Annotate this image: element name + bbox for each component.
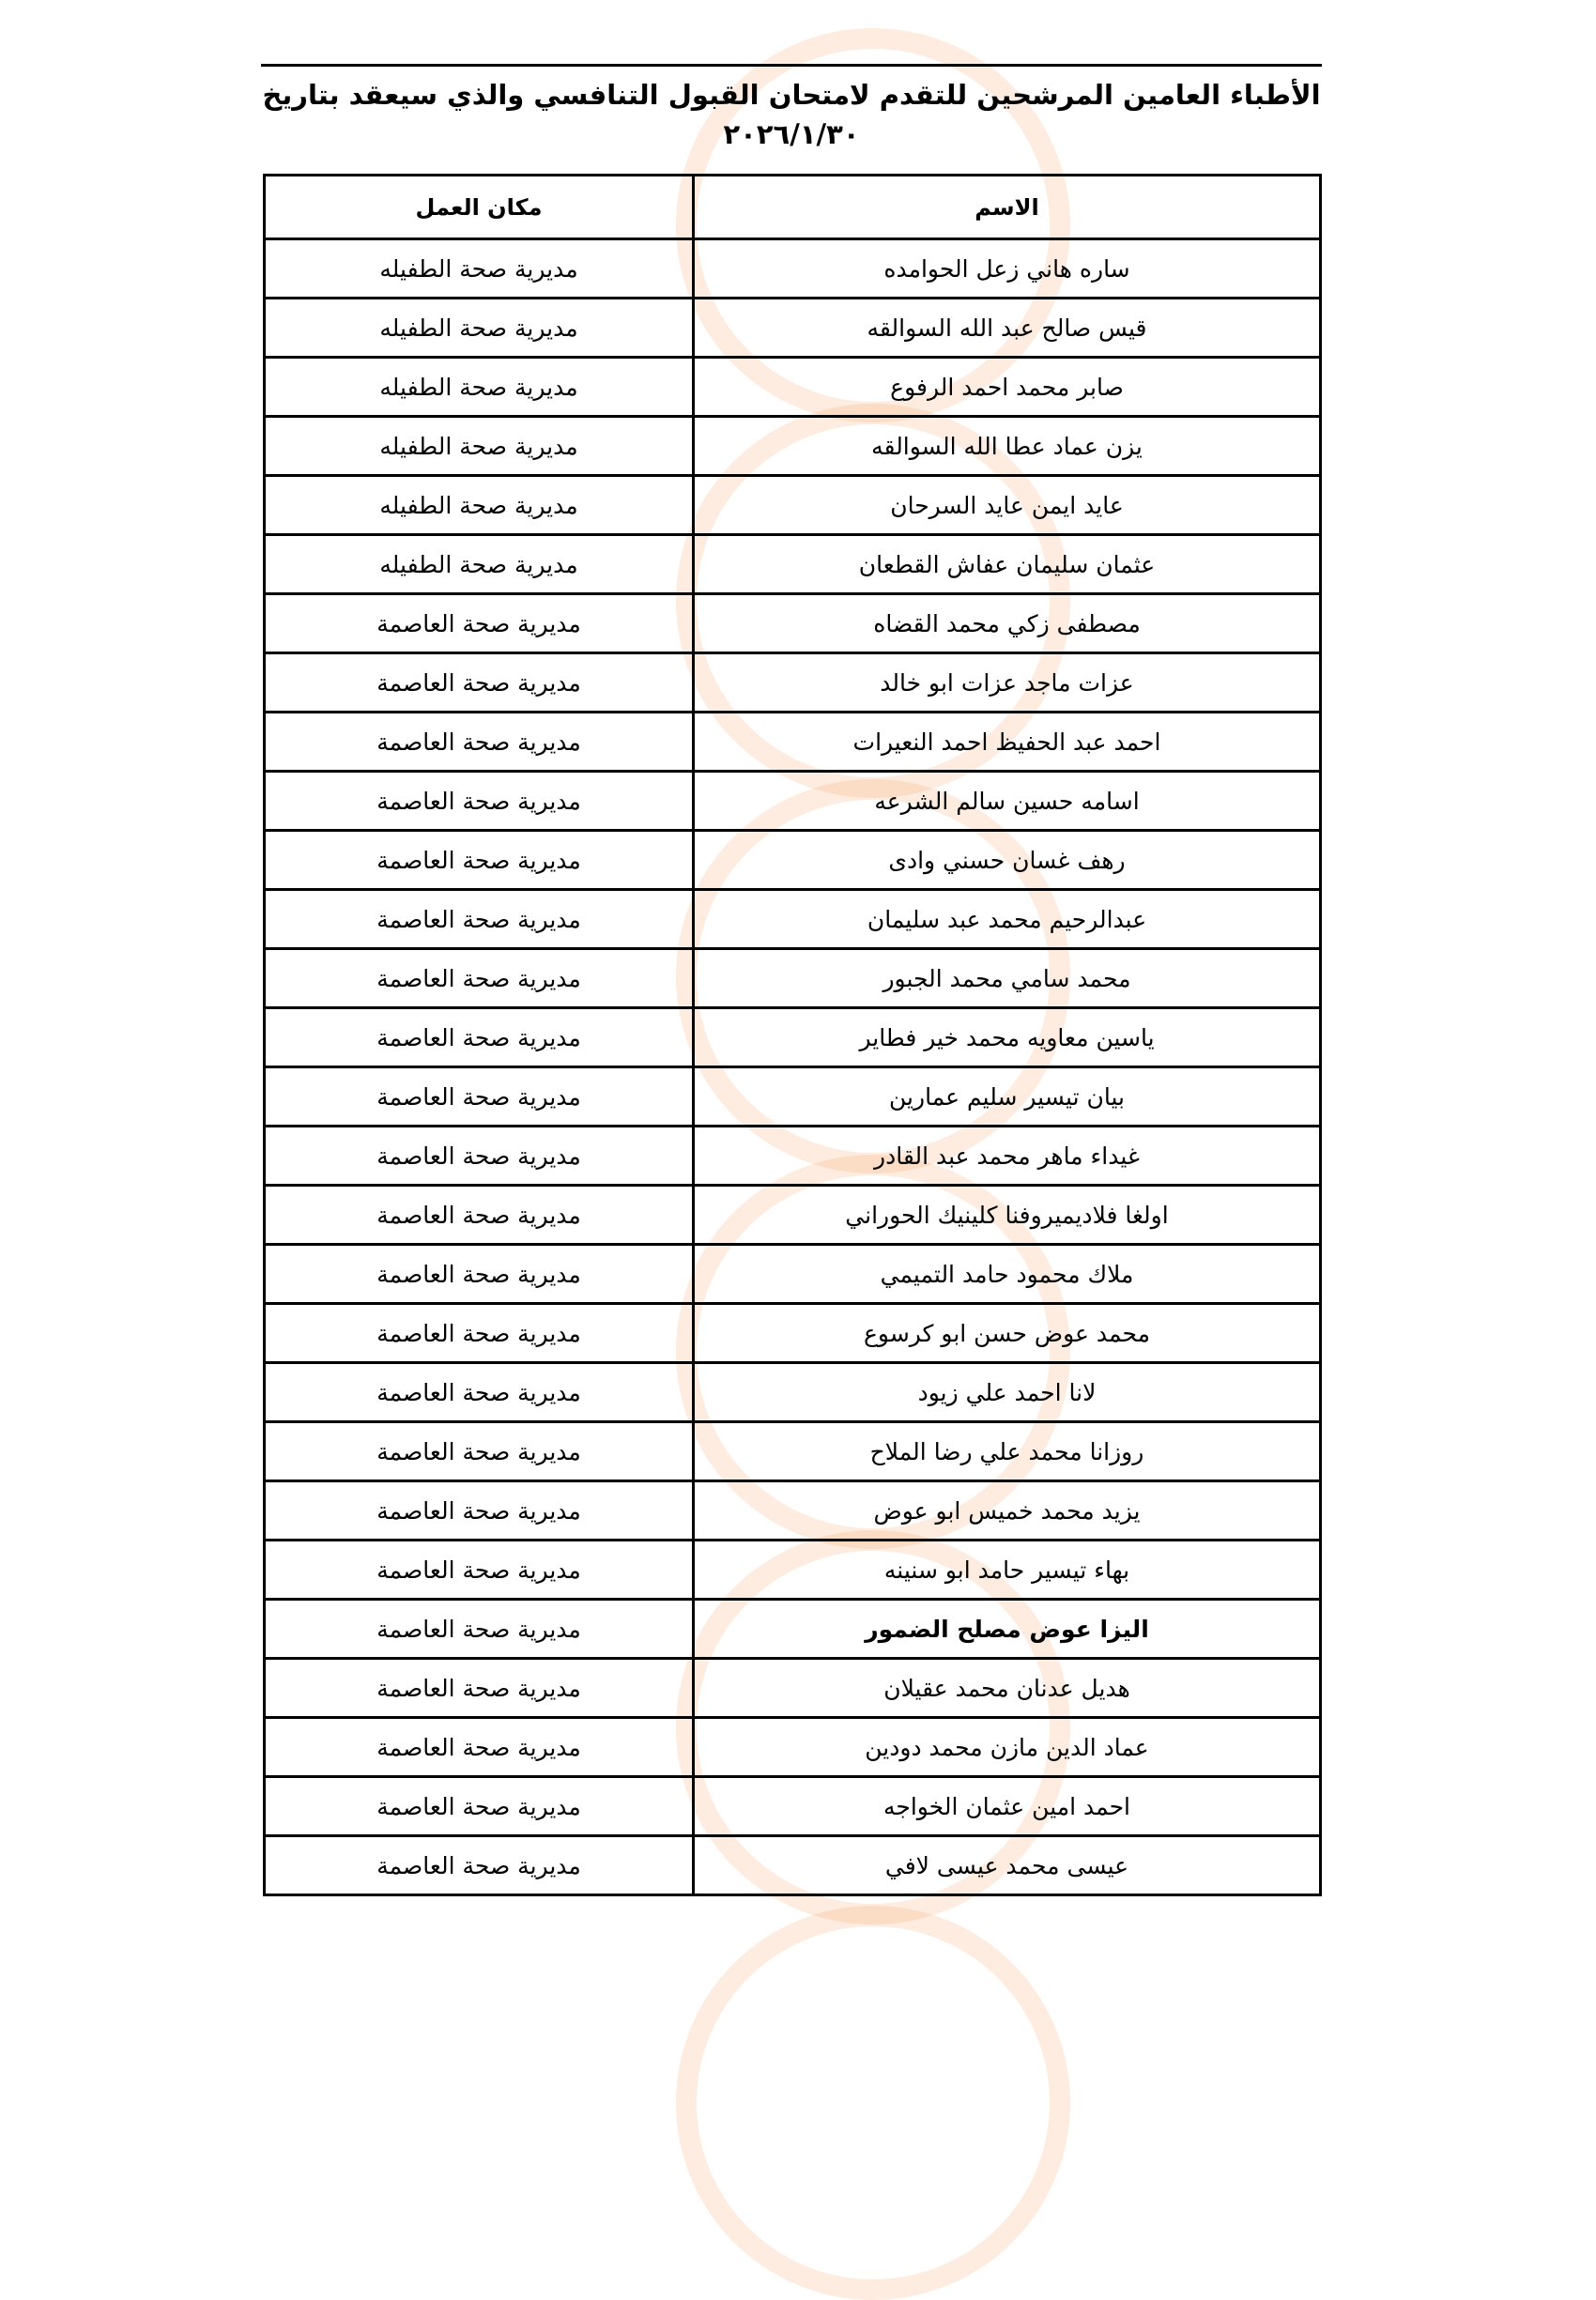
table-row: رهف غسان حسني وادى مديرية صحة العاصمة bbox=[263, 829, 1322, 891]
candidates-table: الاسم مكان العمل ساره هاني زعل الحوامده م… bbox=[263, 174, 1322, 1896]
table-row: مصطفى زكي محمد القضاه مديرية صحة العاصمة bbox=[263, 592, 1322, 654]
table-row: ياسين معاويه محمد خير فطاير مديرية صحة ال… bbox=[263, 1006, 1322, 1068]
document-date: ٢٠٢٦/١/٣٠ bbox=[723, 118, 860, 150]
cell-workplace: مديرية صحة العاصمة bbox=[263, 592, 695, 654]
table-row: اسامه حسين سالم الشرعه مديرية صحة العاصمة bbox=[263, 770, 1322, 832]
table-row: عماد الدين مازن محمد دودين مديرية صحة الع… bbox=[263, 1716, 1322, 1778]
cell-name: صابر محمد احمد الرفوع bbox=[692, 356, 1322, 418]
cell-name: عثمان سليمان عفاش القطعان bbox=[692, 533, 1322, 595]
table-row: بيان تيسير سليم عمارين مديرية صحة العاصمة bbox=[263, 1066, 1322, 1127]
cell-workplace: مديرية صحة العاصمة bbox=[263, 1480, 695, 1541]
cell-workplace: مديرية صحة العاصمة bbox=[263, 1657, 695, 1719]
header-name: الاسم bbox=[692, 174, 1322, 240]
cell-name: محمد عوض حسن ابو كرسوع bbox=[692, 1302, 1322, 1364]
table-row: روزانا محمد علي رضا الملاح مديرية صحة الع… bbox=[263, 1420, 1322, 1482]
table-header-row: الاسم مكان العمل bbox=[263, 174, 1322, 240]
cell-name: ملاك محمود حامد التميمي bbox=[692, 1243, 1322, 1305]
document-title: الأطباء العامين المرشحين للتقدم لامتحان … bbox=[262, 79, 1321, 111]
cell-name: ساره هاني زعل الحوامده bbox=[692, 238, 1322, 299]
table-row: عبدالرحيم محمد عبد سليمان مديرية صحة العا… bbox=[263, 888, 1322, 950]
cell-workplace: مديرية صحة العاصمة bbox=[263, 711, 695, 773]
table-row: عيسى محمد عيسى لافي مديرية صحة العاصمة bbox=[263, 1834, 1322, 1896]
cell-name: رهف غسان حسني وادى bbox=[692, 829, 1322, 891]
cell-name: اليزا عوض مصلح الضمور bbox=[692, 1598, 1322, 1660]
cell-name: روزانا محمد علي رضا الملاح bbox=[692, 1420, 1322, 1482]
table-row: احمد عبد الحفيظ احمد النعيرات مديرية صحة … bbox=[263, 711, 1322, 773]
cell-workplace: مديرية صحة العاصمة bbox=[263, 1243, 695, 1305]
cell-workplace: مديرية صحة العاصمة bbox=[263, 1125, 695, 1187]
table-row: محمد سامي محمد الجبور مديرية صحة العاصمة bbox=[263, 947, 1322, 1009]
cell-workplace: مديرية صحة العاصمة bbox=[263, 888, 695, 950]
table-row: عزات ماجد عزات ابو خالد مديرية صحة العاصم… bbox=[263, 652, 1322, 713]
table-row: يزن عماد عطا الله السوالقه مديرية صحة الط… bbox=[263, 415, 1322, 477]
table-row: اليزا عوض مصلح الضمور مديرية صحة العاصمة bbox=[263, 1598, 1322, 1660]
cell-name: احمد امين عثمان الخواجه bbox=[692, 1775, 1322, 1837]
table-row: لانا احمد علي زيود مديرية صحة العاصمة bbox=[263, 1361, 1322, 1423]
table-row: يزيد محمد خميس ابو عوض مديرية صحة العاصمة bbox=[263, 1480, 1322, 1541]
table-row: بهاء تيسير حامد ابو سنينه مديرية صحة العا… bbox=[263, 1539, 1322, 1601]
cell-workplace: مديرية صحة العاصمة bbox=[263, 1184, 695, 1246]
table-row: احمد امين عثمان الخواجه مديرية صحة العاصم… bbox=[263, 1775, 1322, 1837]
table-row: هديل عدنان محمد عقيلان مديرية صحة العاصمة bbox=[263, 1657, 1322, 1719]
cell-name: قيس صالح عبد الله السوالقه bbox=[692, 297, 1322, 359]
cell-workplace: مديرية صحة العاصمة bbox=[263, 1598, 695, 1660]
cell-workplace: مديرية صحة العاصمة bbox=[263, 770, 695, 832]
table-row: ساره هاني زعل الحوامده مديرية صحة الطفيله bbox=[263, 238, 1322, 299]
cell-name: اولغا فلاديميروفنا كلينيك الحوراني bbox=[692, 1184, 1322, 1246]
cell-name: احمد عبد الحفيظ احمد النعيرات bbox=[692, 711, 1322, 773]
cell-name: بيان تيسير سليم عمارين bbox=[692, 1066, 1322, 1127]
table-row: عثمان سليمان عفاش القطعان مديرية صحة الطف… bbox=[263, 533, 1322, 595]
cell-workplace: مديرية صحة العاصمة bbox=[263, 829, 695, 891]
cell-workplace: مديرية صحة الطفيله bbox=[263, 297, 695, 359]
header-workplace: مكان العمل bbox=[263, 174, 695, 240]
table-row: اولغا فلاديميروفنا كلينيك الحوراني مديرية… bbox=[263, 1184, 1322, 1246]
table-row: غيداء ماهر محمد عبد القادر مديرية صحة الع… bbox=[263, 1125, 1322, 1187]
cell-workplace: مديرية صحة العاصمة bbox=[263, 947, 695, 1009]
cell-name: لانا احمد علي زيود bbox=[692, 1361, 1322, 1423]
top-rule bbox=[261, 64, 1322, 67]
cell-name: اسامه حسين سالم الشرعه bbox=[692, 770, 1322, 832]
cell-name: ياسين معاويه محمد خير فطاير bbox=[692, 1006, 1322, 1068]
cell-workplace: مديرية صحة الطفيله bbox=[263, 238, 695, 299]
cell-name: بهاء تيسير حامد ابو سنينه bbox=[692, 1539, 1322, 1601]
table-row: قيس صالح عبد الله السوالقه مديرية صحة الط… bbox=[263, 297, 1322, 359]
cell-name: يزن عماد عطا الله السوالقه bbox=[692, 415, 1322, 477]
cell-workplace: مديرية صحة العاصمة bbox=[263, 1302, 695, 1364]
cell-name: عبدالرحيم محمد عبد سليمان bbox=[692, 888, 1322, 950]
cell-workplace: مديرية صحة الطفيله bbox=[263, 533, 695, 595]
cell-workplace: مديرية صحة العاصمة bbox=[263, 1716, 695, 1778]
cell-name: عزات ماجد عزات ابو خالد bbox=[692, 652, 1322, 713]
cell-workplace: مديرية صحة العاصمة bbox=[263, 1006, 695, 1068]
cell-workplace: مديرية صحة العاصمة bbox=[263, 1361, 695, 1423]
table-row: صابر محمد احمد الرفوع مديرية صحة الطفيله bbox=[263, 356, 1322, 418]
cell-name: عماد الدين مازن محمد دودين bbox=[692, 1716, 1322, 1778]
cell-workplace: مديرية صحة العاصمة bbox=[263, 1066, 695, 1127]
cell-name: مصطفى زكي محمد القضاه bbox=[692, 592, 1322, 654]
table-row: محمد عوض حسن ابو كرسوع مديرية صحة العاصمة bbox=[263, 1302, 1322, 1364]
cell-workplace: مديرية صحة العاصمة bbox=[263, 1775, 695, 1837]
cell-workplace: مديرية صحة العاصمة bbox=[263, 652, 695, 713]
table-row: عايد ايمن عايد السرحان مديرية صحة الطفيله bbox=[263, 474, 1322, 536]
watermark-clock bbox=[676, 1906, 1070, 2300]
cell-name: عيسى محمد عيسى لافي bbox=[692, 1834, 1322, 1896]
cell-workplace: مديرية صحة العاصمة bbox=[263, 1420, 695, 1482]
cell-name: هديل عدنان محمد عقيلان bbox=[692, 1657, 1322, 1719]
cell-workplace: مديرية صحة الطفيله bbox=[263, 474, 695, 536]
cell-workplace: مديرية صحة العاصمة bbox=[263, 1539, 695, 1601]
cell-name: يزيد محمد خميس ابو عوض bbox=[692, 1480, 1322, 1541]
table-row: ملاك محمود حامد التميمي مديرية صحة العاصم… bbox=[263, 1243, 1322, 1305]
cell-name: عايد ايمن عايد السرحان bbox=[692, 474, 1322, 536]
cell-workplace: مديرية صحة الطفيله bbox=[263, 415, 695, 477]
cell-name: غيداء ماهر محمد عبد القادر bbox=[692, 1125, 1322, 1187]
cell-name: محمد سامي محمد الجبور bbox=[692, 947, 1322, 1009]
cell-workplace: مديرية صحة الطفيله bbox=[263, 356, 695, 418]
cell-workplace: مديرية صحة العاصمة bbox=[263, 1834, 695, 1896]
